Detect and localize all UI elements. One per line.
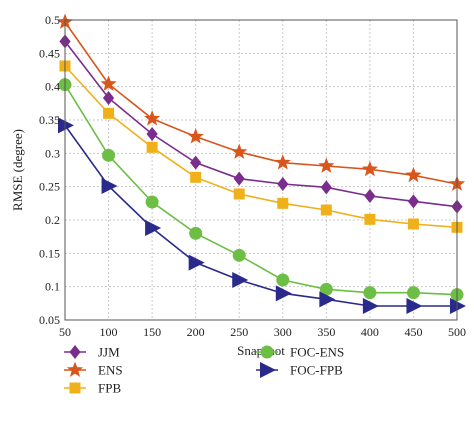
y-tick-label: 0.15: [39, 246, 60, 260]
y-tick-label: 0.45: [39, 46, 60, 60]
y-tick-label: 0.4: [45, 80, 60, 94]
series-line-foc-fpb: [64, 124, 457, 307]
x-tick-label: 200: [187, 325, 205, 339]
data-point-foc-fpb: [406, 298, 423, 314]
data-point-ens: [361, 160, 378, 177]
data-point-foc-fpb: [450, 298, 466, 314]
legend-entry-foc-fpb: FOC-FPB: [256, 362, 343, 378]
x-tick-label: 100: [100, 325, 118, 339]
data-point-foc-ens: [276, 273, 290, 287]
data-point-fpb: [277, 197, 289, 209]
x-tick-label: 50: [59, 325, 71, 339]
series-line-fpb: [64, 65, 458, 229]
data-point-ens: [100, 75, 117, 91]
legend-marker-jjm: [69, 345, 81, 359]
data-point-ens: [187, 128, 204, 144]
data-point-fpb: [233, 188, 245, 200]
series-lines: [64, 21, 458, 307]
legend-entry-ens: ENS: [64, 361, 123, 378]
data-point-jjm: [407, 194, 420, 209]
data-point-foc-fpb: [145, 220, 162, 236]
data-point-jjm: [364, 189, 376, 203]
legend-label: ENS: [98, 363, 123, 378]
legend-label: JJM: [98, 345, 120, 360]
data-point-jjm: [277, 177, 289, 191]
legend-marker-foc-fpb: [260, 362, 276, 378]
x-tick-label: 150: [143, 325, 161, 339]
y-tick-label: 0.5: [45, 13, 60, 27]
legend-marker-fpb: [69, 382, 81, 394]
data-point-foc-fpb: [101, 178, 118, 194]
legend-label: FPB: [98, 381, 121, 396]
data-point-foc-fpb: [58, 117, 74, 134]
data-point-ens: [405, 166, 422, 183]
x-tick-label: 350: [317, 325, 335, 339]
series-line-foc-ens: [64, 84, 458, 296]
data-point-foc-ens: [145, 195, 159, 209]
data-point-fpb: [103, 107, 115, 119]
legend: JJM ENS FPB FOC-ENS FOC-FPB: [64, 345, 344, 396]
data-point-foc-ens: [319, 282, 333, 296]
x-tick-label: 450: [404, 325, 422, 339]
legend-entry-foc-ens: FOC-ENS: [256, 345, 344, 360]
x-tick-label: 400: [361, 325, 379, 339]
y-tick-label: 0.25: [39, 180, 60, 194]
data-point-foc-ens: [363, 286, 377, 300]
y-tick-label: 0.2: [45, 213, 60, 227]
data-point-jjm: [320, 180, 332, 195]
data-point-foc-ens: [406, 286, 420, 300]
x-tick-label: 300: [274, 325, 292, 339]
y-axis-ticks: 0.05 0.1 0.15 0.2 0.25 0.3 0.35 0.4 0.45 0.5: [39, 13, 60, 327]
y-tick-label: 0.35: [39, 113, 60, 127]
x-axis-ticks: 50 100 150 200 250 300 350 400 450 500: [59, 325, 466, 339]
legend-label: FOC-ENS: [290, 345, 344, 360]
data-point-foc-fpb: [275, 285, 292, 302]
data-point-foc-ens: [102, 148, 116, 162]
data-point-jjm: [146, 127, 158, 141]
data-point-jjm: [102, 91, 115, 105]
y-tick-label: 0.05: [39, 313, 60, 327]
legend-entry-jjm: JJM: [64, 345, 120, 360]
legend-marker-foc-ens: [260, 345, 274, 359]
series-line-jjm: [64, 40, 458, 208]
x-tick-label: 250: [230, 325, 248, 339]
y-tick-label: 0.3: [45, 146, 60, 160]
data-point-foc-fpb: [232, 272, 249, 288]
data-point-fpb: [146, 141, 158, 153]
data-point-ens: [274, 154, 291, 170]
series-markers: [56, 13, 466, 314]
series-line-ens: [64, 21, 458, 185]
data-point-ens: [318, 157, 335, 173]
legend-entry-fpb: FPB: [64, 381, 121, 396]
grid-lines: [64, 19, 458, 321]
data-point-fpb: [320, 204, 332, 216]
y-axis-label: RMSE (degree): [10, 129, 25, 211]
data-point-jjm: [190, 155, 202, 170]
data-point-ens: [144, 110, 161, 126]
data-point-fpb: [407, 218, 419, 230]
data-point-fpb: [364, 213, 376, 225]
y-tick-label: 0.1: [45, 280, 60, 294]
data-point-foc-fpb: [188, 254, 205, 271]
legend-marker-ens: [66, 361, 84, 377]
data-point-ens: [231, 143, 248, 159]
x-tick-label: 500: [448, 325, 466, 339]
legend-label: FOC-FPB: [290, 363, 343, 378]
plot-frame: [64, 19, 458, 321]
data-point-foc-ens: [189, 226, 203, 240]
data-point-foc-ens: [232, 248, 246, 262]
data-point-fpb: [190, 171, 202, 183]
data-point-jjm: [233, 171, 245, 186]
data-point-foc-fpb: [362, 298, 379, 314]
data-point-foc-fpb: [319, 291, 336, 308]
